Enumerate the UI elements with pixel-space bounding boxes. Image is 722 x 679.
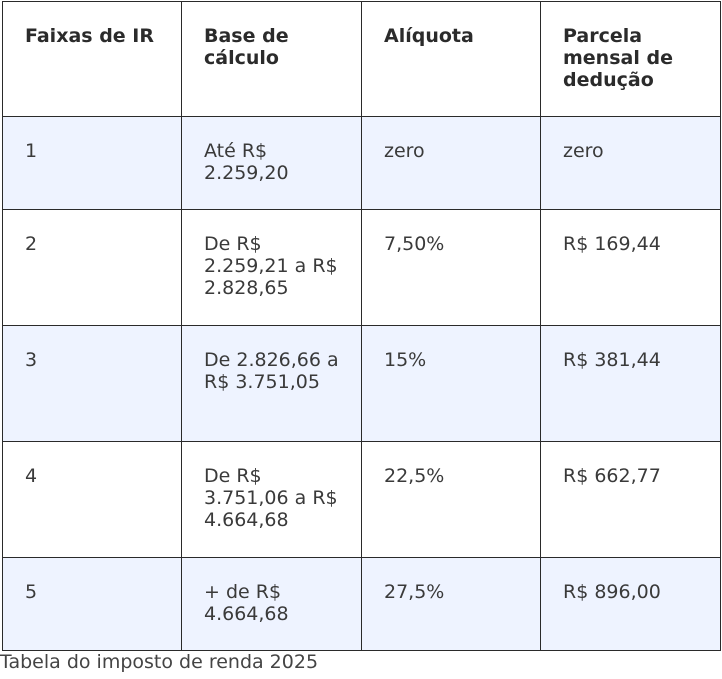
cell-deduction: R$ 381,44	[540, 325, 721, 442]
cell-base: De R$ 2.259,21 a R$ 2.828,65	[181, 209, 362, 326]
cell-rate: 27,5%	[361, 557, 541, 651]
cell-deduction: R$ 662,77	[540, 441, 721, 558]
table-row: 4 De R$ 3.751,06 a R$ 4.664,68 22,5% R$ …	[2, 441, 721, 558]
cell-base: De 2.826,66 a R$ 3.751,05	[181, 325, 362, 442]
header-tax-bracket: Faixas de IR	[2, 1, 182, 117]
table-row: 3 De 2.826,66 a R$ 3.751,05 15% R$ 381,4…	[2, 325, 721, 442]
table-row: 5 + de R$ 4.664,68 27,5% R$ 896,00	[2, 557, 721, 651]
cell-bracket: 4	[2, 441, 182, 558]
cell-rate: zero	[361, 116, 541, 210]
cell-bracket: 3	[2, 325, 182, 442]
cell-base: Até R$ 2.259,20	[181, 116, 362, 210]
table-caption: Tabela do imposto de renda 2025	[0, 651, 319, 673]
income-tax-table: Faixas de IR Base de cálculo Alíquota Pa…	[2, 1, 721, 651]
table-row: 2 De R$ 2.259,21 a R$ 2.828,65 7,50% R$ …	[2, 209, 721, 326]
cell-base: De R$ 3.751,06 a R$ 4.664,68	[181, 441, 362, 558]
table-header-row: Faixas de IR Base de cálculo Alíquota Pa…	[2, 1, 721, 117]
cell-bracket: 5	[2, 557, 182, 651]
cell-bracket: 2	[2, 209, 182, 326]
header-monthly-deduction: Parcela mensal de dedução	[540, 1, 721, 117]
cell-deduction: R$ 896,00	[540, 557, 721, 651]
cell-base: + de R$ 4.664,68	[181, 557, 362, 651]
table-row: 1 Até R$ 2.259,20 zero zero	[2, 116, 721, 210]
cell-rate: 7,50%	[361, 209, 541, 326]
cell-rate: 15%	[361, 325, 541, 442]
cell-deduction: R$ 169,44	[540, 209, 721, 326]
cell-bracket: 1	[2, 116, 182, 210]
cell-deduction: zero	[540, 116, 721, 210]
header-calculation-base: Base de cálculo	[181, 1, 362, 117]
header-rate: Alíquota	[361, 1, 541, 117]
cell-rate: 22,5%	[361, 441, 541, 558]
